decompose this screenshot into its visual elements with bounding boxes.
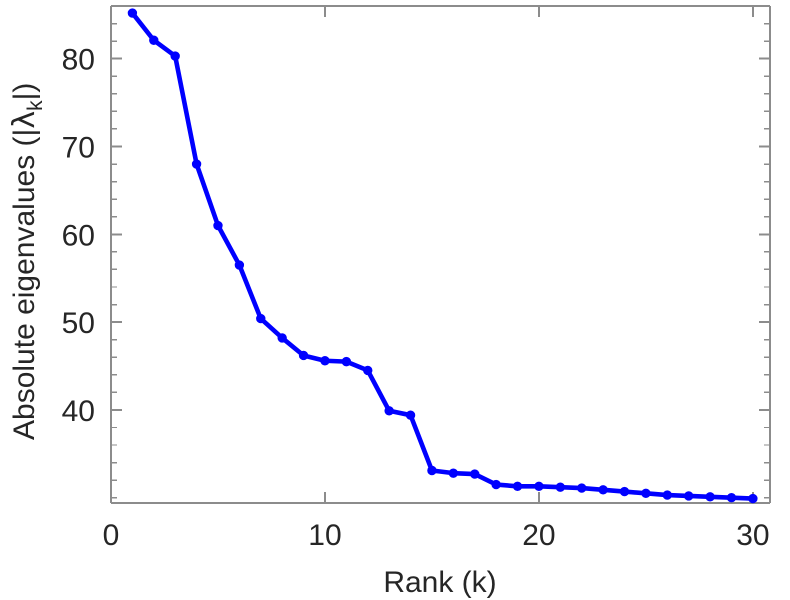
data-point-marker[interactable] (705, 492, 715, 502)
data-point-marker[interactable] (384, 406, 394, 416)
y-axis-title-suffix: |) (8, 83, 41, 101)
data-point-marker[interactable] (320, 356, 330, 366)
data-point-marker[interactable] (405, 410, 416, 420)
tick-marks-group (110, 5, 770, 503)
data-point-marker[interactable] (234, 260, 245, 270)
data-point-marker[interactable] (213, 220, 223, 231)
y-axis-title-prefix: Absolute eigenvalues (| (8, 129, 41, 440)
data-series-group[interactable] (127, 8, 758, 504)
axes-group (109, 4, 772, 505)
lambda-subscript: k (24, 100, 47, 111)
data-point-marker[interactable] (512, 481, 523, 492)
svg-text:Absolute eigenvalues (|λk|): Absolute eigenvalues (|λk|) (7, 83, 47, 440)
data-point-marker[interactable] (748, 493, 758, 504)
x-tick-label: 0 (103, 519, 120, 552)
data-point-marker[interactable] (662, 490, 672, 500)
y-tick-label: 80 (62, 44, 95, 77)
data-point-marker[interactable] (577, 483, 587, 493)
data-point-marker[interactable] (341, 356, 352, 367)
y-tick-label: 70 (62, 131, 95, 164)
data-point-marker[interactable] (149, 35, 159, 45)
data-point-marker[interactable] (298, 350, 309, 361)
data-point-marker[interactable] (170, 51, 180, 61)
x-tick-label: 10 (308, 519, 341, 552)
data-point-marker[interactable] (363, 365, 373, 376)
data-line-eigenvalues[interactable] (130, 10, 756, 501)
data-point-marker[interactable] (683, 491, 694, 501)
x-tick-label: 20 (522, 519, 555, 552)
x-tick-label: 30 (736, 519, 769, 552)
data-point-marker[interactable] (191, 159, 202, 169)
lambda-symbol: λ (7, 111, 42, 129)
data-point-marker[interactable] (534, 481, 544, 492)
data-point-marker[interactable] (491, 479, 501, 490)
data-point-marker[interactable] (127, 8, 138, 18)
y-axis-title: Absolute eigenvalues (|λk|) (7, 83, 47, 440)
data-point-marker[interactable] (641, 488, 651, 499)
data-point-marker[interactable] (277, 333, 287, 343)
data-point-marker[interactable] (256, 313, 266, 324)
x-axis-title-text: Rank (k) (383, 566, 496, 599)
data-point-marker[interactable] (448, 468, 459, 478)
y-tick-label: 40 (62, 395, 95, 428)
data-point-marker[interactable] (726, 493, 737, 503)
x-axis-title: Rank (k) (383, 566, 496, 599)
data-point-marker[interactable] (598, 485, 608, 495)
y-tick-label-group: 40 50 60 70 80 (62, 44, 95, 428)
data-point-marker[interactable] (427, 465, 437, 476)
y-tick-label: 60 (62, 219, 95, 252)
data-point-marker[interactable] (470, 469, 480, 479)
y-tick-label: 50 (62, 307, 95, 340)
data-point-marker[interactable] (555, 482, 566, 492)
x-tick-label-group: 0 10 20 30 (103, 519, 770, 552)
data-point-marker[interactable] (619, 486, 630, 497)
